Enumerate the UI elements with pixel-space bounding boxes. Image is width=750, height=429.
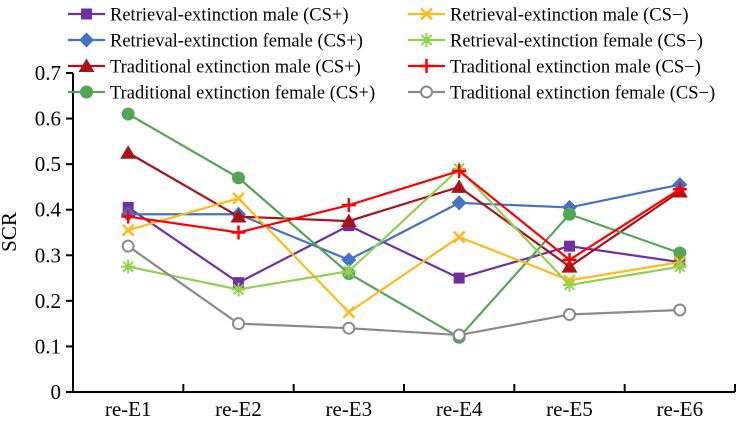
- data-point-marker: [563, 207, 576, 221]
- data-point-marker: [563, 308, 576, 322]
- legend-item-label: Traditional extinction male (CS+): [110, 58, 361, 78]
- data-point-marker: [341, 264, 356, 279]
- data-point-marker: [121, 209, 136, 224]
- data-point-marker: [340, 213, 357, 228]
- legend-item: Traditional extinction female (CS−): [408, 84, 715, 104]
- y-tick-label: 0.7: [35, 61, 61, 85]
- legend-item-label: Traditional extinction female (CS−): [450, 84, 715, 104]
- legend-item-label: Retrieval-extinction male (CS+): [110, 6, 349, 26]
- legend-item: Traditional extinction male (CS+): [68, 58, 361, 78]
- series-4: [121, 107, 687, 344]
- data-point-marker: [232, 191, 245, 205]
- data-point-marker: [230, 209, 247, 223]
- data-point-marker: [121, 239, 135, 253]
- data-point-marker: [562, 252, 577, 267]
- data-point-marker: [564, 240, 575, 252]
- series-5: [121, 191, 687, 319]
- data-point-marker: [420, 85, 433, 99]
- x-category-label: re-E1: [105, 397, 152, 421]
- data-point-marker: [80, 85, 93, 99]
- data-point-marker: [419, 33, 434, 47]
- data-point-marker: [341, 198, 356, 213]
- y-tick-label: 0: [51, 380, 62, 404]
- legend-item: Retrieval-extinction female (CS+): [68, 32, 363, 52]
- data-point-marker: [231, 282, 246, 297]
- data-point-marker: [121, 107, 135, 121]
- legend-item: Traditional extinction female (CS+): [68, 84, 375, 104]
- data-point-marker: [231, 225, 246, 240]
- data-point-marker: [120, 145, 137, 159]
- y-tick-label: 0.4: [35, 198, 62, 222]
- data-point-marker: [562, 277, 577, 292]
- legend-item-label: Traditional extinction male (CS−): [450, 58, 701, 78]
- legend-item: Retrieval-extinction male (CS−): [408, 6, 689, 26]
- y-axis-title: SCR: [0, 212, 21, 252]
- x-category-label: re-E6: [657, 397, 704, 421]
- data-point-marker: [121, 259, 136, 274]
- legend-item-label: Retrieval-extinction female (CS−): [450, 32, 703, 52]
- data-point-marker: [673, 303, 687, 317]
- series-line: [128, 183, 681, 262]
- legend-item-label: Retrieval-extinction male (CS−): [450, 6, 689, 26]
- series-2: [120, 177, 688, 268]
- data-point-marker: [672, 182, 687, 197]
- data-point-marker: [452, 230, 466, 244]
- y-tick-label: 0.3: [35, 243, 61, 267]
- data-point-marker: [232, 317, 245, 331]
- legend-item-label: Traditional extinction female (CS+): [110, 84, 375, 104]
- series-3: [120, 145, 688, 273]
- series-line: [127, 113, 681, 339]
- data-point-marker: [452, 163, 467, 178]
- series-line: [127, 167, 681, 291]
- x-category-label: re-E3: [326, 397, 373, 421]
- series-line: [127, 151, 681, 269]
- series-7: [121, 163, 687, 267]
- x-category-label: re-E5: [546, 397, 593, 421]
- data-point-marker: [451, 179, 468, 193]
- legend-item: Retrieval-extinction female (CS−): [408, 32, 703, 52]
- y-tick-label: 0.6: [35, 107, 61, 131]
- data-point-marker: [342, 321, 356, 335]
- data-point-marker: [232, 171, 245, 185]
- data-point-marker: [419, 59, 434, 73]
- data-point-marker: [341, 252, 357, 268]
- data-point-marker: [81, 8, 92, 20]
- data-point-marker: [673, 246, 687, 260]
- x-category-label: re-E4: [436, 397, 483, 421]
- data-point-marker: [451, 195, 467, 211]
- series-6: [121, 161, 687, 297]
- x-category-label: re-E2: [215, 397, 262, 421]
- data-point-marker: [672, 259, 687, 274]
- series-line: [127, 245, 680, 337]
- data-point-marker: [121, 223, 135, 237]
- data-point-marker: [342, 305, 356, 319]
- series-8: [121, 239, 687, 342]
- data-point-marker: [453, 272, 465, 284]
- series-line: [128, 169, 681, 262]
- legend-item: Traditional extinction male (CS−): [408, 58, 701, 78]
- data-point-marker: [79, 32, 94, 48]
- data-point-marker: [452, 328, 466, 342]
- y-tick-label: 0.2: [35, 289, 61, 313]
- legend-item: Retrieval-extinction male (CS+): [68, 6, 349, 26]
- data-point-marker: [78, 58, 95, 72]
- legend-item-label: Retrieval-extinction female (CS+): [110, 32, 363, 52]
- y-tick-label: 0.5: [35, 152, 61, 176]
- y-tick-label: 0.1: [35, 334, 61, 358]
- data-point-marker: [420, 7, 433, 21]
- series-line: [127, 197, 681, 314]
